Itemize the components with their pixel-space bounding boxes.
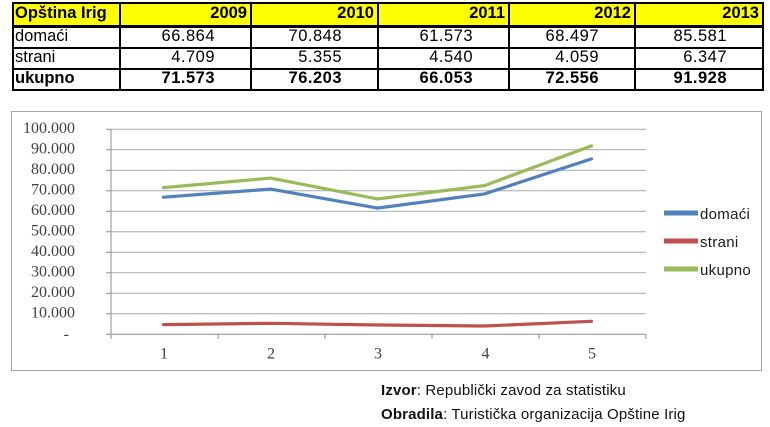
svg-text:2: 2 (267, 346, 275, 363)
svg-text:100.000: 100.000 (23, 120, 75, 137)
svg-text:60.000: 60.000 (31, 202, 75, 219)
svg-text:40.000: 40.000 (31, 243, 75, 260)
svg-text:4: 4 (482, 346, 490, 363)
svg-text:1: 1 (160, 346, 168, 363)
svg-text:5: 5 (588, 346, 596, 363)
svg-text:80.000: 80.000 (31, 161, 75, 178)
svg-text:70.000: 70.000 (31, 182, 75, 199)
svg-text:90.000: 90.000 (31, 141, 75, 158)
svg-text:50.000: 50.000 (31, 223, 75, 240)
svg-text:20.000: 20.000 (31, 284, 75, 301)
svg-text:30.000: 30.000 (31, 264, 75, 281)
svg-text:strani: strani (700, 234, 738, 251)
svg-text:3: 3 (374, 346, 382, 363)
svg-text:-: - (64, 326, 69, 343)
svg-text:ukupno: ukupno (700, 262, 751, 279)
svg-text:10.000: 10.000 (31, 305, 75, 322)
svg-text:domaći: domaći (700, 206, 750, 223)
